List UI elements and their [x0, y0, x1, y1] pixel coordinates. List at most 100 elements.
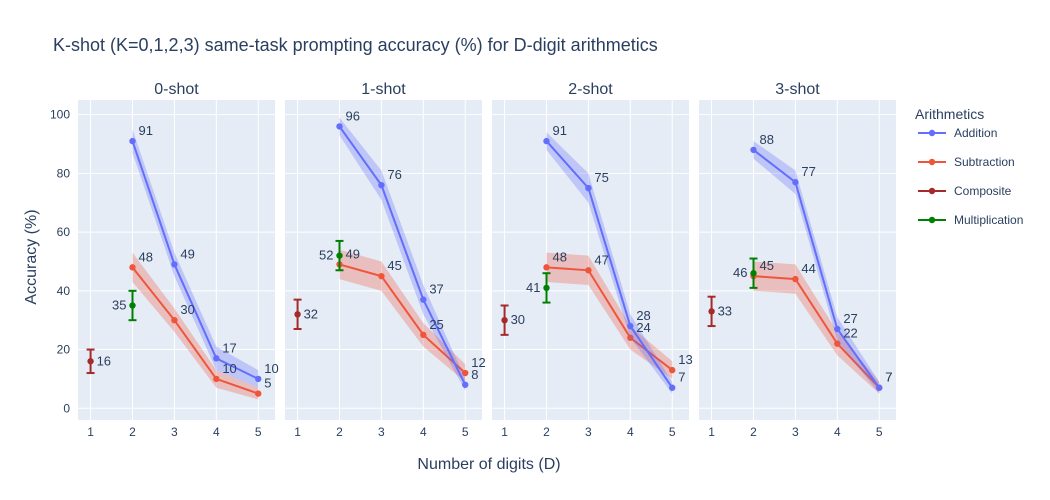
- data-point: [669, 366, 676, 374]
- data-label: 76: [387, 167, 401, 182]
- confidence-band: [132, 252, 259, 400]
- data-label: 33: [718, 303, 732, 318]
- series-line: [338, 125, 467, 386]
- data-point: [213, 355, 220, 362]
- plot-background: [285, 100, 482, 420]
- plot-background: [492, 100, 689, 420]
- data-point: [792, 179, 799, 186]
- data-point: [129, 137, 136, 145]
- data-label: 35: [112, 298, 126, 313]
- x-tick-label: 3: [792, 425, 799, 439]
- series-multiplication: [749, 257, 758, 289]
- data-label: 41: [526, 280, 540, 295]
- legend-title: Arithmetics: [915, 106, 984, 122]
- data-label: 7: [678, 370, 685, 385]
- data-point: [129, 264, 136, 271]
- data-label: 10: [222, 361, 236, 376]
- x-tick-label: 5: [255, 425, 262, 439]
- data-point: [834, 325, 841, 333]
- data-label: 13: [678, 352, 692, 367]
- x-tick-label: 4: [213, 425, 220, 439]
- panel-title: 1-shot: [361, 81, 406, 98]
- series-composite: [500, 304, 509, 336]
- data-label: 52: [319, 248, 333, 263]
- data-label: 46: [733, 265, 747, 280]
- legend-label: Addition: [954, 126, 997, 140]
- x-tick-label: 4: [627, 425, 634, 439]
- x-tick-label: 2: [543, 425, 550, 439]
- x-tick-label: 2: [129, 425, 136, 439]
- legend-item-subtraction[interactable]: Subtraction: [918, 155, 1015, 169]
- legend-swatch-marker: [928, 216, 936, 224]
- data-point: [87, 358, 94, 365]
- y-tick-label: 20: [57, 343, 71, 357]
- data-label: 28: [636, 308, 650, 323]
- x-tick-label: 3: [585, 425, 592, 439]
- data-point: [627, 322, 634, 330]
- x-axis-title: Number of digits (D): [417, 456, 560, 473]
- x-tick-label: 1: [708, 425, 715, 439]
- series-composite: [293, 298, 302, 330]
- data-label: 10: [264, 361, 278, 376]
- x-tick-label: 4: [420, 425, 427, 439]
- data-label: 45: [387, 258, 401, 273]
- data-point: [171, 316, 178, 324]
- data-point: [255, 375, 262, 383]
- series-multiplication: [335, 239, 344, 272]
- chart-title: K-shot (K=0,1,2,3) same-task prompting a…: [53, 35, 658, 55]
- data-label: 24: [636, 320, 650, 335]
- data-label: 47: [594, 252, 608, 267]
- series-addition: [129, 129, 262, 388]
- data-point: [501, 316, 508, 324]
- data-label: 7: [885, 370, 892, 385]
- data-point: [543, 264, 550, 271]
- data-label: 88: [759, 132, 773, 147]
- series-addition: [543, 132, 676, 394]
- data-label: 30: [511, 312, 525, 327]
- data-label: 49: [345, 246, 359, 261]
- data-point: [255, 390, 262, 397]
- data-label: 5: [264, 376, 271, 391]
- series-subtraction: [543, 252, 676, 379]
- x-tick-label: 2: [750, 425, 757, 439]
- x-tick-label: 1: [294, 425, 301, 439]
- data-point: [543, 137, 550, 145]
- data-point: [462, 369, 469, 377]
- confidence-band: [753, 141, 880, 394]
- data-label: 49: [180, 246, 194, 261]
- data-point: [129, 302, 136, 309]
- series-line: [131, 266, 259, 395]
- confidence-band: [753, 261, 880, 394]
- legend-item-addition[interactable]: Addition: [918, 126, 997, 140]
- data-label: 75: [594, 170, 608, 185]
- data-label: 12: [471, 355, 485, 370]
- legend: Arithmetics Addition Subtraction Composite…: [915, 106, 1023, 227]
- x-tick-label: 3: [171, 425, 178, 439]
- data-point: [462, 381, 469, 388]
- legend-item-multiplication[interactable]: Multiplication: [918, 213, 1023, 227]
- plot-background: [78, 100, 275, 420]
- data-point: [876, 384, 883, 391]
- data-label: 17: [222, 340, 236, 355]
- series-subtraction: [129, 252, 262, 400]
- data-point: [669, 384, 676, 391]
- data-point: [543, 284, 550, 292]
- data-label: 16: [97, 353, 111, 368]
- y-axis-title: Accuracy (%): [23, 209, 40, 304]
- data-point: [420, 296, 427, 303]
- data-point: [171, 261, 178, 268]
- legend-label: Subtraction: [954, 155, 1015, 169]
- data-point: [294, 311, 301, 318]
- legend-swatch-marker: [928, 158, 936, 166]
- data-point: [750, 270, 757, 277]
- legend-swatch-marker: [928, 129, 936, 137]
- data-point: [336, 252, 343, 259]
- series-multiplication: [128, 289, 137, 322]
- data-label: 48: [138, 249, 152, 264]
- legend-item-composite[interactable]: Composite: [918, 184, 1012, 198]
- data-point: [750, 146, 757, 154]
